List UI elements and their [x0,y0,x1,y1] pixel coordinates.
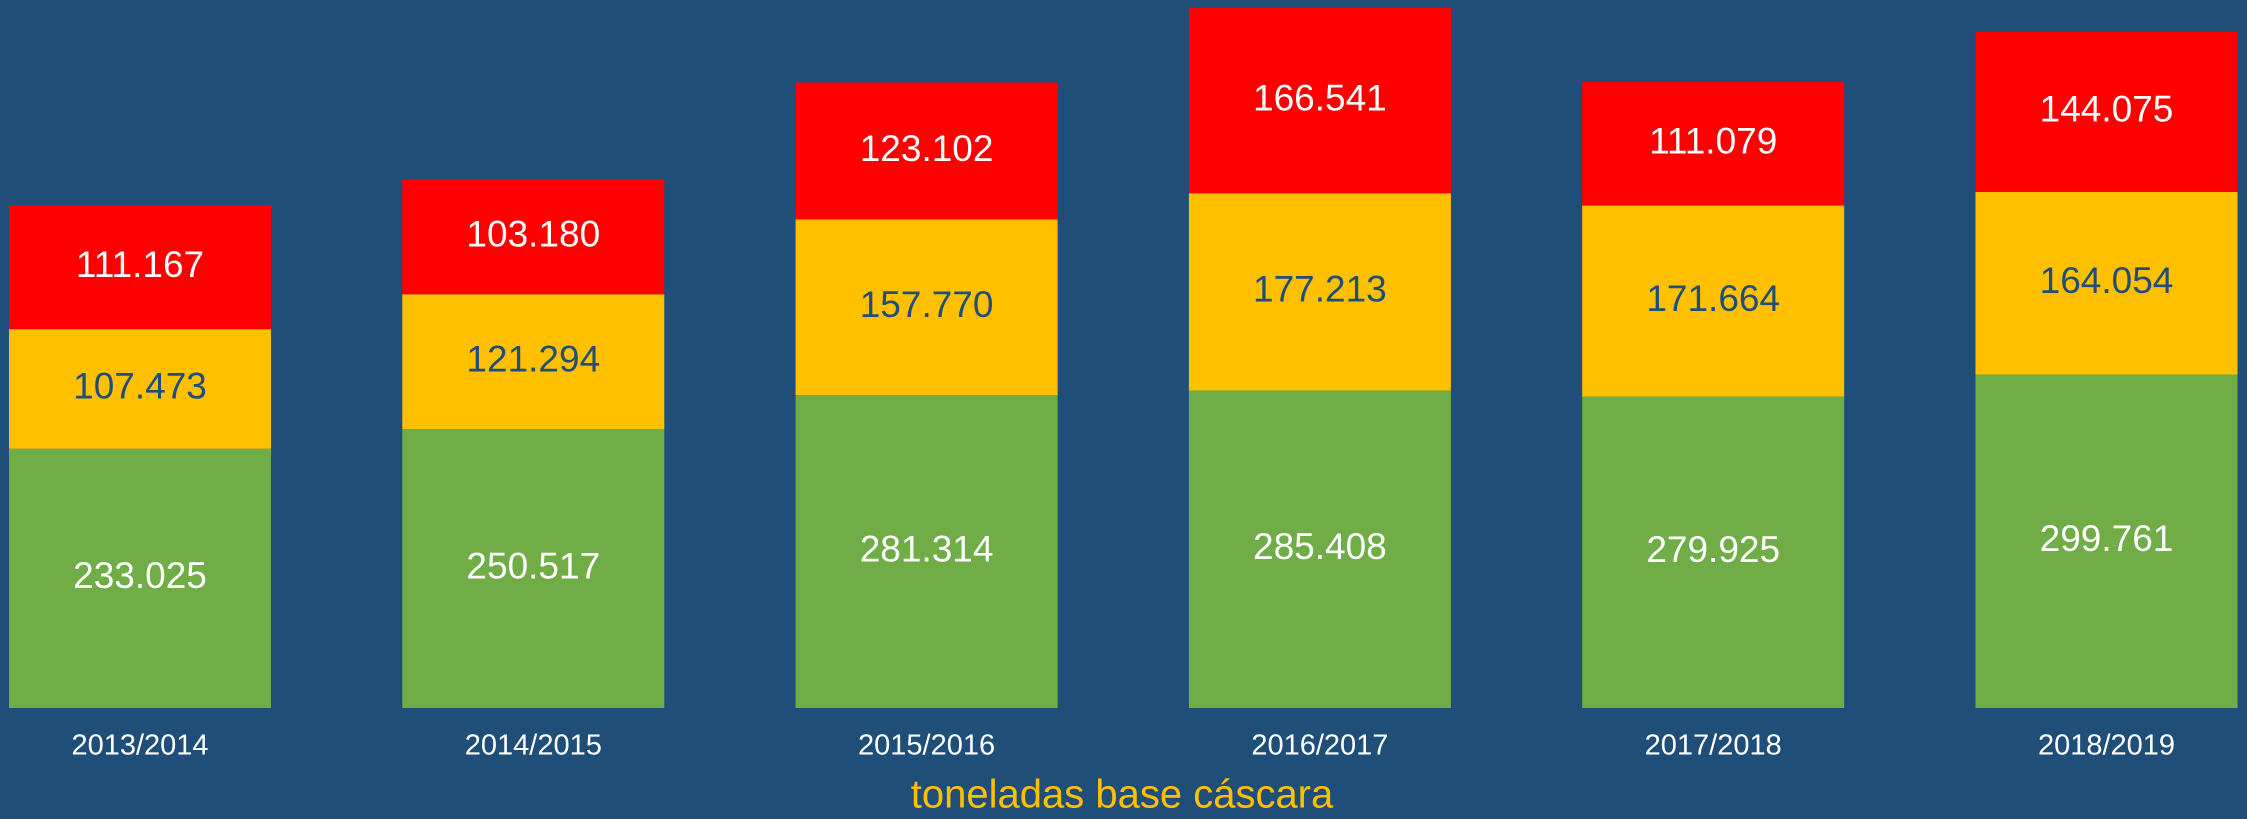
data-label: 166.541 [1253,77,1387,118]
bar-segment [795,395,1058,708]
bar-segment [402,294,665,430]
data-label: 144.075 [2040,89,2174,130]
data-label: 285.408 [1253,526,1387,567]
data-label: 164.054 [2040,260,2174,301]
data-label: 103.180 [466,214,600,255]
bar-segment [402,429,665,708]
data-label: 177.213 [1253,269,1387,310]
data-label: 250.517 [466,545,600,586]
bar-segment [9,205,271,330]
data-label: 279.925 [1646,529,1780,570]
bar-segment [1975,374,2238,708]
x-tick-label: 2016/2017 [1251,730,1388,762]
data-label: 123.102 [860,128,994,169]
data-label: 111.079 [1649,121,1777,162]
bar-segment [1975,31,2238,192]
x-tick-label: 2013/2014 [71,730,208,762]
bar-segment [1188,8,1451,194]
data-label: 281.314 [860,528,994,569]
bar-segment [9,448,271,708]
data-label: 299.761 [2040,518,2174,559]
x-tick-label: 2015/2016 [858,730,995,762]
bar-segment [9,329,271,449]
bar-segment [402,179,665,295]
bar-segment [1188,193,1451,391]
data-label: 157.770 [860,284,994,325]
data-label: 121.294 [466,339,600,380]
bar-segment [1582,205,1845,397]
bar-segment [795,82,1058,220]
bar-segment [1582,81,1845,206]
data-label: 233.025 [73,555,207,596]
axis-title: toneladas base cáscara [911,773,1334,817]
bar-segment [1975,191,2238,375]
data-label: 111.167 [76,244,204,285]
data-label: 107.473 [73,366,207,407]
bar-segment [795,219,1058,396]
x-tick-label: 2014/2015 [465,730,602,762]
data-label: 171.664 [1646,278,1780,319]
bar-segment [1188,390,1451,708]
x-tick-label: 2017/2018 [1645,730,1782,762]
bar-segment [1582,396,1845,708]
x-tick-label: 2018/2019 [2038,730,2175,762]
